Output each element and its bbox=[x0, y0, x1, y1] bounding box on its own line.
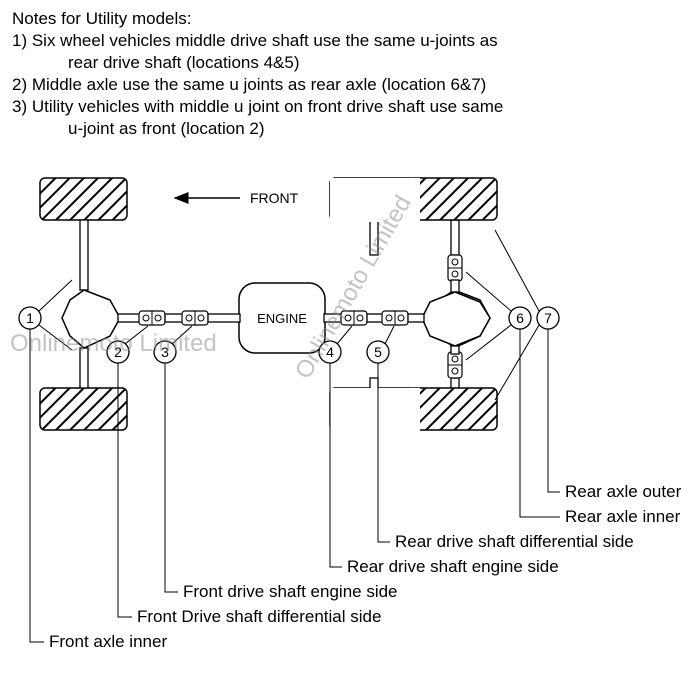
engine-label: ENGINE bbox=[257, 311, 307, 326]
svg-text:4: 4 bbox=[326, 344, 334, 360]
svg-text:7: 7 bbox=[544, 310, 552, 326]
drivetrain-diagram: ENGINE FRONT 1 2 3 4 5 6 7 bbox=[0, 0, 700, 700]
svg-text:Front drive shaft engine side: Front drive shaft engine side bbox=[183, 582, 398, 601]
ujoint-2 bbox=[139, 311, 165, 325]
ujoint-3 bbox=[182, 311, 208, 325]
svg-text:Rear drive shaft engine side: Rear drive shaft engine side bbox=[347, 557, 559, 576]
svg-text:1: 1 bbox=[26, 310, 34, 326]
front-label: FRONT bbox=[250, 190, 299, 206]
svg-text:Front axle inner: Front axle inner bbox=[49, 632, 167, 651]
svg-text:Rear drive shaft differential: Rear drive shaft differential side bbox=[395, 532, 634, 551]
label-texts: Rear axle outer Rear axle inner Rear dri… bbox=[49, 482, 682, 651]
ujoint-4 bbox=[341, 311, 367, 325]
svg-text:Rear axle outer: Rear axle outer bbox=[565, 482, 682, 501]
svg-text:2: 2 bbox=[114, 344, 122, 360]
svg-text:Rear axle inner: Rear axle inner bbox=[565, 507, 681, 526]
svg-text:3: 3 bbox=[161, 344, 169, 360]
ujoint-5 bbox=[382, 311, 408, 325]
svg-text:Front Drive shaft differential: Front Drive shaft differential side bbox=[137, 607, 381, 626]
front-right-wheel bbox=[40, 388, 127, 430]
rear-assembly bbox=[422, 220, 490, 390]
svg-text:6: 6 bbox=[516, 310, 524, 326]
front-left-wheel bbox=[40, 178, 127, 220]
svg-text:5: 5 bbox=[374, 344, 382, 360]
front-differential bbox=[62, 290, 120, 348]
